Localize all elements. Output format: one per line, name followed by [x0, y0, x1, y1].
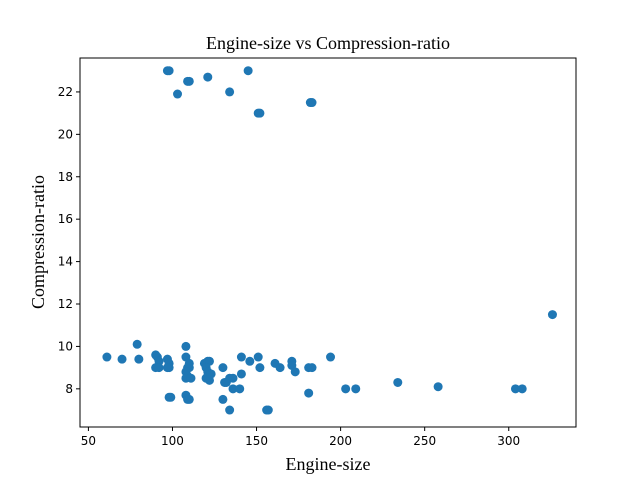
- scatter-point: [117, 354, 127, 364]
- scatter-point: [253, 352, 263, 362]
- y-tick-label: 22: [58, 85, 73, 99]
- scatter-point: [351, 384, 361, 394]
- scatter-point: [510, 384, 520, 394]
- x-tick-label: 100: [161, 434, 184, 448]
- scatter-point: [433, 382, 443, 392]
- scatter-point: [290, 367, 300, 377]
- scatter-point: [225, 87, 235, 97]
- y-tick-label: 20: [58, 127, 73, 141]
- scatter-point: [132, 339, 142, 349]
- scatter-point: [228, 384, 238, 394]
- scatter-point: [275, 363, 285, 373]
- y-axis-ticks: 8 10 12 14 16 18 20 22: [58, 85, 80, 396]
- scatter-point: [307, 363, 317, 373]
- scatter-point: [166, 392, 176, 402]
- scatter-point: [173, 89, 183, 99]
- scatter-point: [206, 369, 216, 379]
- scatter-point: [243, 66, 253, 76]
- x-axis-ticks: 50 100 150 200 250 300: [81, 427, 520, 448]
- scatter-point: [547, 310, 557, 320]
- x-tick-label: 200: [329, 434, 352, 448]
- scatter-point: [134, 354, 144, 364]
- x-axis-label: Engine-size: [286, 454, 371, 474]
- scatter-point: [164, 66, 174, 76]
- scatter-point: [228, 373, 238, 383]
- scatter-point: [184, 394, 194, 404]
- y-tick-label: 8: [65, 382, 73, 396]
- y-axis-label: Compression-ratio: [28, 175, 48, 309]
- scatter-point: [218, 363, 228, 373]
- plot-frame: [79, 57, 577, 428]
- scatter-point: [225, 405, 235, 415]
- scatter-point: [245, 356, 255, 366]
- y-tick-label: 18: [58, 170, 73, 184]
- scatter-point: [184, 358, 194, 368]
- scatter-point: [203, 72, 213, 82]
- scatter-point: [341, 384, 351, 394]
- scatter-point: [326, 352, 336, 362]
- scatter-point: [393, 377, 403, 387]
- chart-title: Engine-size vs Compression-ratio: [206, 33, 450, 53]
- scatter-point: [154, 363, 164, 373]
- scatter-point: [162, 363, 172, 373]
- scatter-point: [186, 373, 196, 383]
- data-points: [102, 66, 557, 415]
- scatter-point: [263, 405, 273, 415]
- x-tick-label: 300: [497, 434, 520, 448]
- y-tick-label: 14: [58, 255, 73, 269]
- scatter-point: [102, 352, 112, 362]
- scatter-point: [235, 384, 245, 394]
- x-tick-label: 250: [413, 434, 436, 448]
- scatter-point: [255, 363, 265, 373]
- y-tick-label: 16: [58, 212, 73, 226]
- scatter-point: [517, 384, 527, 394]
- x-tick-label: 50: [81, 434, 96, 448]
- scatter-point: [218, 394, 228, 404]
- scatter-point: [236, 352, 246, 362]
- scatter-point: [181, 341, 191, 351]
- scatter-point: [304, 388, 314, 398]
- scatter-point: [236, 369, 246, 379]
- x-tick-label: 150: [245, 434, 268, 448]
- scatter-point: [255, 108, 265, 118]
- scatter-point: [305, 98, 315, 108]
- scatter-point: [183, 76, 193, 86]
- y-tick-label: 10: [58, 339, 73, 353]
- y-tick-label: 12: [58, 297, 73, 311]
